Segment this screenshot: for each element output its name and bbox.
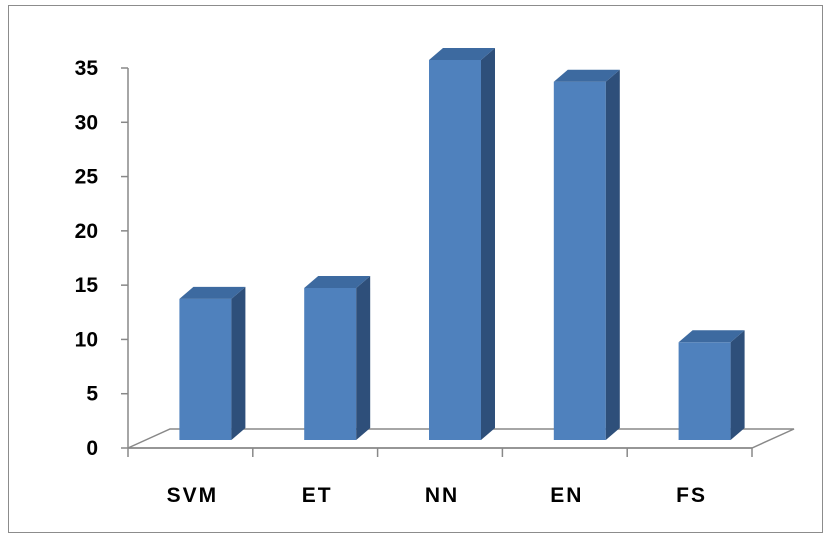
- y-axis: [121, 67, 129, 449]
- y-tick-labels: 0 5 10 15 20 25 30 35: [75, 57, 99, 460]
- bar-front: [429, 60, 481, 440]
- y-tick-label: 10: [75, 328, 98, 351]
- bar-side: [730, 330, 745, 440]
- bars: [179, 48, 745, 440]
- bar-top: [678, 330, 745, 343]
- bar-top: [304, 276, 371, 288]
- bar-front: [678, 342, 731, 440]
- bar-side: [605, 69, 620, 440]
- y-tick-label: 5: [86, 383, 98, 406]
- x-tick-labels: SVM ET NN EN FS: [167, 484, 707, 507]
- y-tick-label: 15: [75, 274, 99, 297]
- bar-top: [179, 286, 246, 299]
- x-tick-label: SVM: [167, 484, 219, 507]
- x-tick-label: FS: [676, 484, 707, 507]
- y-tick-label: 0: [86, 437, 98, 460]
- y-tick-label: 25: [75, 166, 99, 189]
- y-tick-label: 30: [75, 111, 98, 134]
- bar-front: [179, 298, 232, 440]
- x-tick-label: NN: [425, 484, 459, 507]
- bar: [429, 48, 495, 440]
- x-tick-label: EN: [550, 484, 583, 507]
- x-axis: [127, 447, 753, 457]
- x-tick-label: ET: [302, 484, 333, 507]
- y-tick-label: 35: [75, 57, 99, 80]
- bar-front: [553, 81, 606, 440]
- bar-side: [231, 286, 246, 440]
- bar: [553, 69, 620, 440]
- bar-side: [356, 276, 371, 440]
- bar-top: [553, 69, 620, 82]
- bar-side: [481, 48, 495, 440]
- bar: [304, 276, 371, 440]
- y-tick-label: 20: [75, 220, 98, 243]
- bar-front: [304, 288, 357, 440]
- bar: [179, 286, 246, 440]
- bar-top: [429, 48, 495, 60]
- bar: [678, 330, 745, 440]
